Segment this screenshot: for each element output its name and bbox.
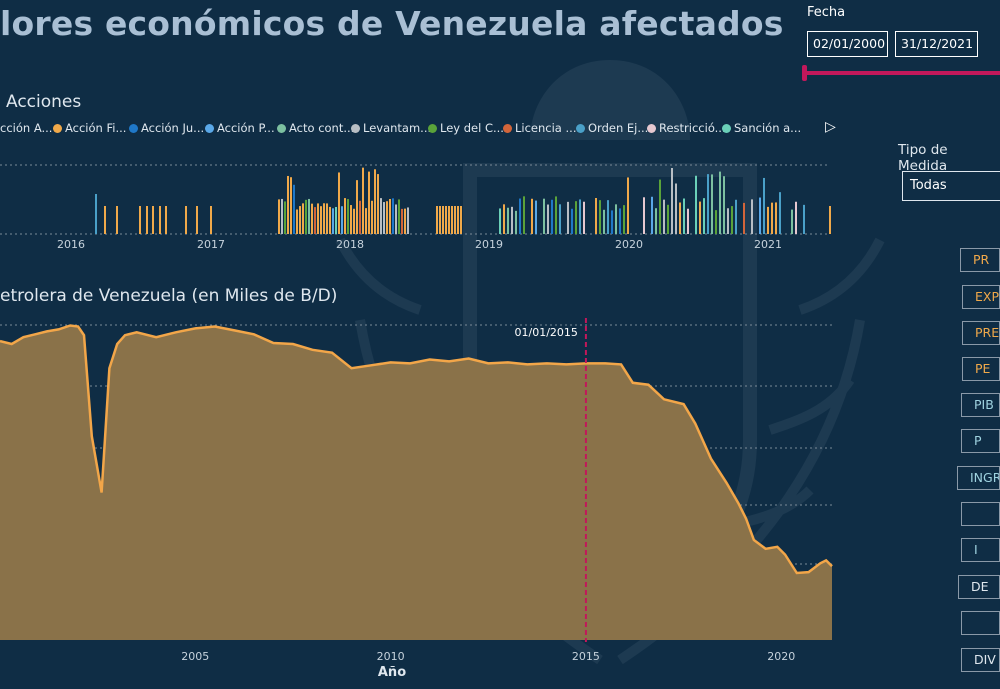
timeline-year-label: 2016	[57, 238, 85, 251]
x-tick-label: 2005	[181, 650, 209, 663]
x-axis-title: Año	[378, 665, 406, 680]
measure-button[interactable]: EXP	[962, 285, 1000, 309]
timeline-year-label: 2020	[615, 238, 643, 251]
legend-label: Ley del C...	[440, 121, 504, 135]
legend-item[interactable]: Acción Ju...	[129, 121, 204, 135]
measure-button[interactable]: INGR	[957, 466, 1000, 490]
legend-label: Acción Fi...	[65, 121, 127, 135]
legend-label: Acción P...	[217, 121, 275, 135]
production-line	[0, 324, 833, 575]
timeline-year-label: 2021	[754, 238, 782, 251]
tipo-medida-label: Tipo de Medida	[898, 142, 948, 174]
acciones-legend: cción A... Acción Fi... Acción Ju... Acción…	[0, 121, 820, 137]
legend-dot	[647, 124, 656, 133]
date-range-slider-track[interactable]	[806, 71, 1000, 75]
legend-label: Acción Ju...	[141, 121, 205, 135]
legend-item[interactable]: Acción Fi...	[53, 121, 126, 135]
legend-dot	[576, 124, 585, 133]
x-tick-label: 2020	[767, 650, 795, 663]
measure-button[interactable]: PE	[962, 357, 1000, 381]
legend-item[interactable]: Restricció...	[647, 121, 726, 135]
timeline-year-label: 2019	[475, 238, 503, 251]
timeline-year-label: 2018	[336, 238, 364, 251]
legend-dot	[503, 124, 512, 133]
page-title: lores económicos de Venezuela afectados	[0, 4, 784, 43]
x-tick-label: 2010	[377, 650, 405, 663]
legend-label: Sanción a...	[734, 121, 802, 135]
production-area-chart: 01/01/2015 2005 2010 2015 2020 Año	[0, 318, 833, 680]
measure-button[interactable]: DIV	[961, 648, 1000, 672]
legend-item[interactable]: cción A...	[0, 121, 52, 135]
legend-label: Licencia ...	[515, 121, 577, 135]
measure-button[interactable]: PRE	[962, 321, 1000, 345]
acciones-timeline-chart: 2016 2017 2018 2019 2020 2021	[0, 164, 831, 251]
measure-button[interactable]: DE	[958, 575, 1000, 599]
measure-button[interactable]: P	[961, 429, 1000, 453]
legend-dot	[722, 124, 731, 133]
legend-dot	[53, 124, 62, 133]
x-tick-label: 2015	[572, 650, 600, 663]
production-chart-title: etrolera de Venezuela (en Miles de B/D)	[0, 286, 338, 306]
legend-item[interactable]: Sanción a...	[722, 121, 801, 135]
timeline-year-label: 2017	[197, 238, 225, 251]
legend-label: Restricció...	[659, 121, 726, 135]
measure-button[interactable]: PIB	[961, 393, 1000, 417]
date-marker-label: 01/01/2015	[515, 326, 578, 339]
measure-button[interactable]: I	[961, 538, 1000, 562]
legend-item[interactable]: Levantam...	[351, 121, 431, 135]
acciones-title: Acciones	[6, 92, 82, 112]
legend-dot	[205, 124, 214, 133]
legend-next-icon[interactable]: ▷	[825, 119, 836, 135]
date-filter-label: Fecha	[807, 5, 846, 20]
legend-item[interactable]: Orden Ej...	[576, 121, 648, 135]
legend-dot	[428, 124, 437, 133]
legend-item[interactable]: Ley del C...	[428, 121, 504, 135]
legend-item[interactable]: Acto cont...	[277, 121, 354, 135]
date-range-slider-handle[interactable]	[802, 65, 807, 81]
legend-label: Orden Ej...	[588, 121, 649, 135]
legend-dot	[129, 124, 138, 133]
legend-item[interactable]: Acción P...	[205, 121, 275, 135]
legend-label: Levantam...	[363, 121, 432, 135]
measure-button[interactable]	[961, 502, 1000, 526]
measure-button[interactable]	[961, 611, 1000, 635]
legend-dot	[277, 124, 286, 133]
end-date-input[interactable]: 31/12/2021	[895, 31, 978, 57]
measure-button[interactable]: PR	[960, 248, 1000, 272]
legend-label: Acto cont...	[289, 121, 355, 135]
tipo-medida-select[interactable]: Todas	[902, 171, 1000, 201]
legend-item[interactable]: Licencia ...	[503, 121, 576, 135]
legend-dot	[351, 124, 360, 133]
start-date-input[interactable]: 02/01/2000	[807, 31, 888, 57]
legend-label: cción A...	[0, 121, 53, 135]
production-area	[0, 325, 832, 640]
